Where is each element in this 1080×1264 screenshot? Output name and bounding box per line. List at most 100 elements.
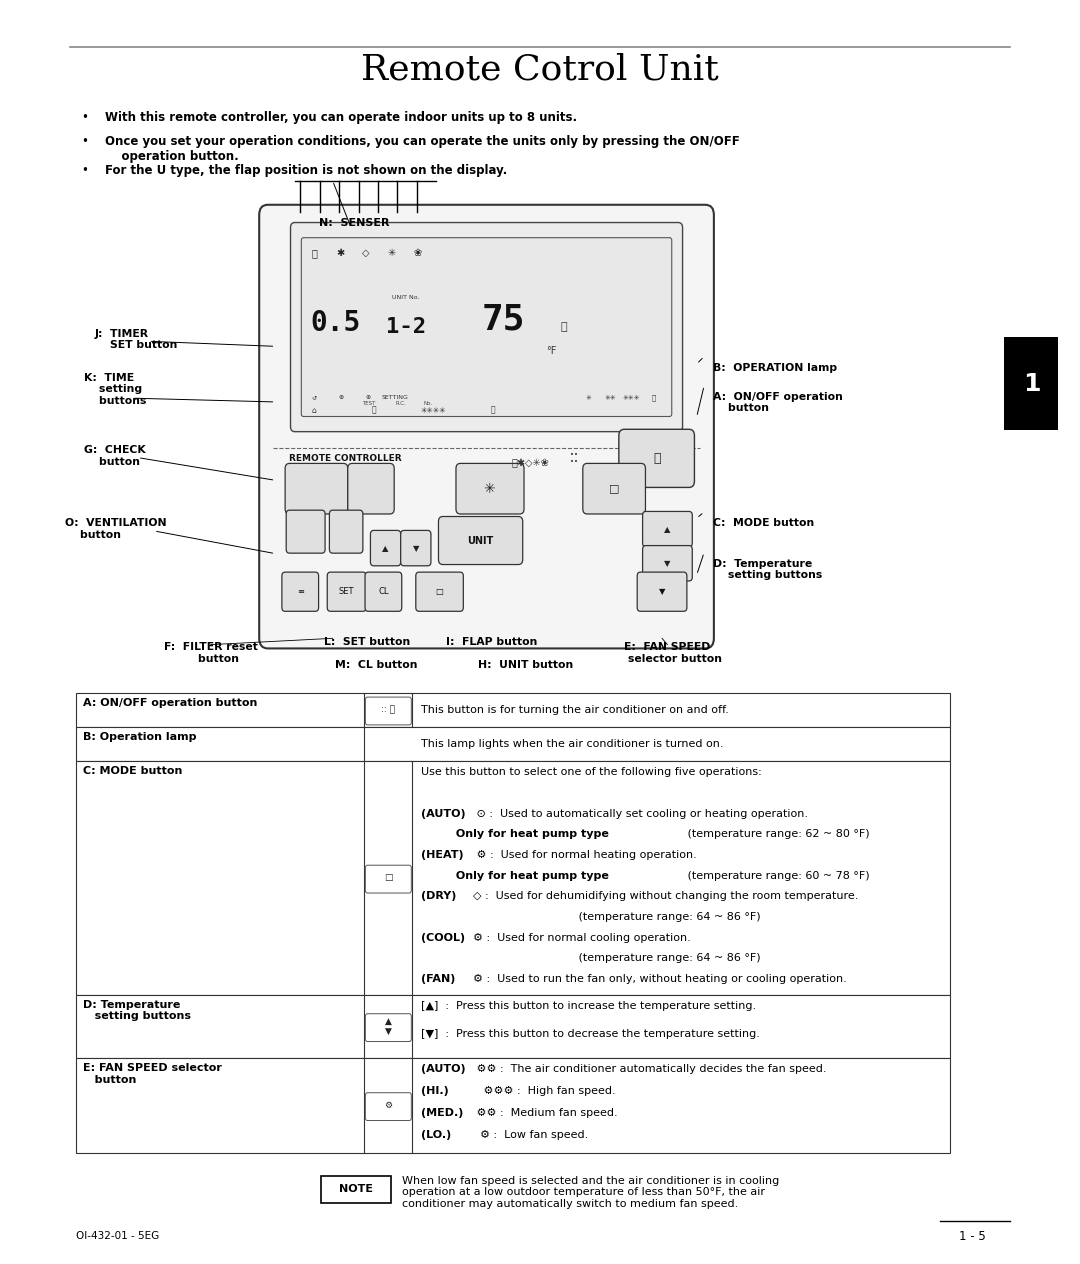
Text: □: □ <box>384 873 393 882</box>
Text: O:  VENTILATION
    button: O: VENTILATION button <box>65 518 166 540</box>
Text: ✳: ✳ <box>484 482 496 495</box>
Text: ⚙ :  Used to run the fan only, without heating or cooling operation.: ⚙ : Used to run the fan only, without he… <box>459 975 847 985</box>
Text: No.: No. <box>423 402 432 406</box>
Bar <box>76 693 950 727</box>
Text: D: Temperature
   setting buttons: D: Temperature setting buttons <box>83 1000 191 1021</box>
Text: ▲
▼: ▲ ▼ <box>384 1016 392 1036</box>
Text: N:  SENSER: N: SENSER <box>319 217 389 228</box>
Text: ▼: ▼ <box>664 559 671 568</box>
Text: □: □ <box>609 484 620 494</box>
Text: (temperature range: 62 ~ 80 °F): (temperature range: 62 ~ 80 °F) <box>656 829 869 839</box>
Text: ⚙: ⚙ <box>384 1101 392 1110</box>
Text: (DRY): (DRY) <box>421 891 457 901</box>
FancyBboxPatch shape <box>416 573 463 612</box>
Text: 1-2: 1-2 <box>386 317 427 337</box>
FancyBboxPatch shape <box>637 573 687 612</box>
Text: F:  FILTER reset
    button: F: FILTER reset button <box>164 642 257 664</box>
Text: (MED.): (MED.) <box>421 1109 463 1119</box>
Bar <box>76 761 950 995</box>
Text: ⊕: ⊕ <box>366 396 370 399</box>
Text: H:  UNIT button: H: UNIT button <box>478 660 573 670</box>
Text: (temperature range: 60 ~ 78 °F): (temperature range: 60 ~ 78 °F) <box>656 871 869 881</box>
Bar <box>76 1058 950 1153</box>
Text: °F: °F <box>546 346 557 356</box>
FancyBboxPatch shape <box>327 573 366 612</box>
Text: •: • <box>81 164 87 177</box>
Text: ⚙ :  Low fan speed.: ⚙ : Low fan speed. <box>459 1130 589 1140</box>
Text: (temperature range: 64 ~ 86 °F): (temperature range: 64 ~ 86 °F) <box>421 913 760 923</box>
Text: This button is for turning the air conditioner on and off.: This button is for turning the air condi… <box>421 705 729 714</box>
Text: ⚙⚙ :  The air conditioner automatically decides the fan speed.: ⚙⚙ : The air conditioner automatically d… <box>467 1064 827 1074</box>
Text: I:  FLAP button: I: FLAP button <box>446 637 537 647</box>
FancyBboxPatch shape <box>583 464 646 514</box>
Text: C: MODE button: C: MODE button <box>83 766 183 776</box>
Text: G:  CHECK
    button: G: CHECK button <box>84 445 146 466</box>
FancyBboxPatch shape <box>291 222 683 432</box>
FancyBboxPatch shape <box>365 1014 411 1042</box>
FancyBboxPatch shape <box>301 238 672 417</box>
FancyBboxPatch shape <box>456 464 524 514</box>
FancyBboxPatch shape <box>365 865 411 892</box>
Text: ⊕: ⊕ <box>339 396 343 399</box>
Text: For the U type, the flap position is not shown on the display.: For the U type, the flap position is not… <box>105 164 507 177</box>
Text: This lamp lights when the air conditioner is turned on.: This lamp lights when the air conditione… <box>421 739 724 748</box>
Text: ✳✳✳✳: ✳✳✳✳ <box>420 406 446 415</box>
FancyBboxPatch shape <box>619 430 694 488</box>
Bar <box>76 995 950 1058</box>
FancyBboxPatch shape <box>643 546 692 581</box>
Text: ⌂: ⌂ <box>312 406 316 415</box>
Text: R.C.: R.C. <box>395 402 406 406</box>
Text: A:  ON/OFF operation
    button: A: ON/OFF operation button <box>713 392 842 413</box>
Text: ◇ :  Used for dehumidifying without changing the room temperature.: ◇ : Used for dehumidifying without chang… <box>459 891 859 901</box>
Text: 1 - 5: 1 - 5 <box>959 1230 985 1243</box>
FancyBboxPatch shape <box>286 511 325 554</box>
Text: ◇: ◇ <box>363 248 369 258</box>
Text: With this remote controller, you can operate indoor units up to 8 units.: With this remote controller, you can ope… <box>105 111 577 124</box>
Text: ⊙ :  Used to automatically set cooling or heating operation.: ⊙ : Used to automatically set cooling or… <box>467 809 809 819</box>
Text: ⚙ :  Used for normal heating operation.: ⚙ : Used for normal heating operation. <box>467 849 698 860</box>
Text: ⧄: ⧄ <box>651 394 656 401</box>
FancyBboxPatch shape <box>348 464 394 514</box>
Text: ▲: ▲ <box>664 525 671 533</box>
Text: Only for heat pump type: Only for heat pump type <box>421 871 609 881</box>
Text: 1: 1 <box>1023 372 1040 396</box>
Text: (AUTO): (AUTO) <box>421 1064 465 1074</box>
Text: J:  TIMER
    SET button: J: TIMER SET button <box>95 329 177 350</box>
Text: (temperature range: 64 ~ 86 °F): (temperature range: 64 ~ 86 °F) <box>421 953 760 963</box>
FancyBboxPatch shape <box>259 205 714 648</box>
Text: REMOTE CONTROLLER: REMOTE CONTROLLER <box>289 454 402 463</box>
Text: :: ⏻: :: ⏻ <box>381 705 395 714</box>
Text: Ⓐ✱◇✳❀: Ⓐ✱◇✳❀ <box>512 459 549 469</box>
Text: SET: SET <box>339 588 354 597</box>
FancyBboxPatch shape <box>438 517 523 565</box>
Text: •: • <box>81 111 87 124</box>
Text: ❀: ❀ <box>414 248 422 258</box>
Text: C:  MODE button: C: MODE button <box>713 518 814 528</box>
Text: Once you set your operation conditions, you can operate the units only by pressi: Once you set your operation conditions, … <box>105 135 740 163</box>
FancyBboxPatch shape <box>282 573 319 612</box>
Text: Ⓐ: Ⓐ <box>311 248 318 258</box>
Text: ⏻: ⏻ <box>653 451 660 465</box>
FancyBboxPatch shape <box>285 464 348 514</box>
Text: ▲: ▲ <box>382 544 389 552</box>
Text: TEST: TEST <box>362 402 375 406</box>
Text: OI-432-01 - 5EG: OI-432-01 - 5EG <box>76 1231 159 1241</box>
FancyBboxPatch shape <box>401 531 431 566</box>
Text: B: Operation lamp: B: Operation lamp <box>83 732 197 742</box>
Bar <box>321 1176 391 1203</box>
Text: ✳✳: ✳✳ <box>605 394 616 401</box>
FancyBboxPatch shape <box>329 511 363 554</box>
Text: D:  Temperature
    setting buttons: D: Temperature setting buttons <box>713 559 822 580</box>
Text: [▼]  :  Press this button to decrease the temperature setting.: [▼] : Press this button to decrease the … <box>421 1029 760 1039</box>
Text: [▲]  :  Press this button to increase the temperature setting.: [▲] : Press this button to increase the … <box>421 1001 756 1011</box>
Text: Ⓐ: Ⓐ <box>372 406 376 415</box>
Text: (HEAT): (HEAT) <box>421 849 463 860</box>
FancyBboxPatch shape <box>365 573 402 612</box>
Text: Only for heat pump type: Only for heat pump type <box>421 829 609 839</box>
Text: Remote Cotrol Unit: Remote Cotrol Unit <box>361 53 719 86</box>
Text: M:  CL button: M: CL button <box>335 660 417 670</box>
FancyBboxPatch shape <box>643 512 692 547</box>
Text: 🌡: 🌡 <box>561 322 567 332</box>
Text: •: • <box>81 135 87 148</box>
Text: ✱: ✱ <box>336 248 345 258</box>
